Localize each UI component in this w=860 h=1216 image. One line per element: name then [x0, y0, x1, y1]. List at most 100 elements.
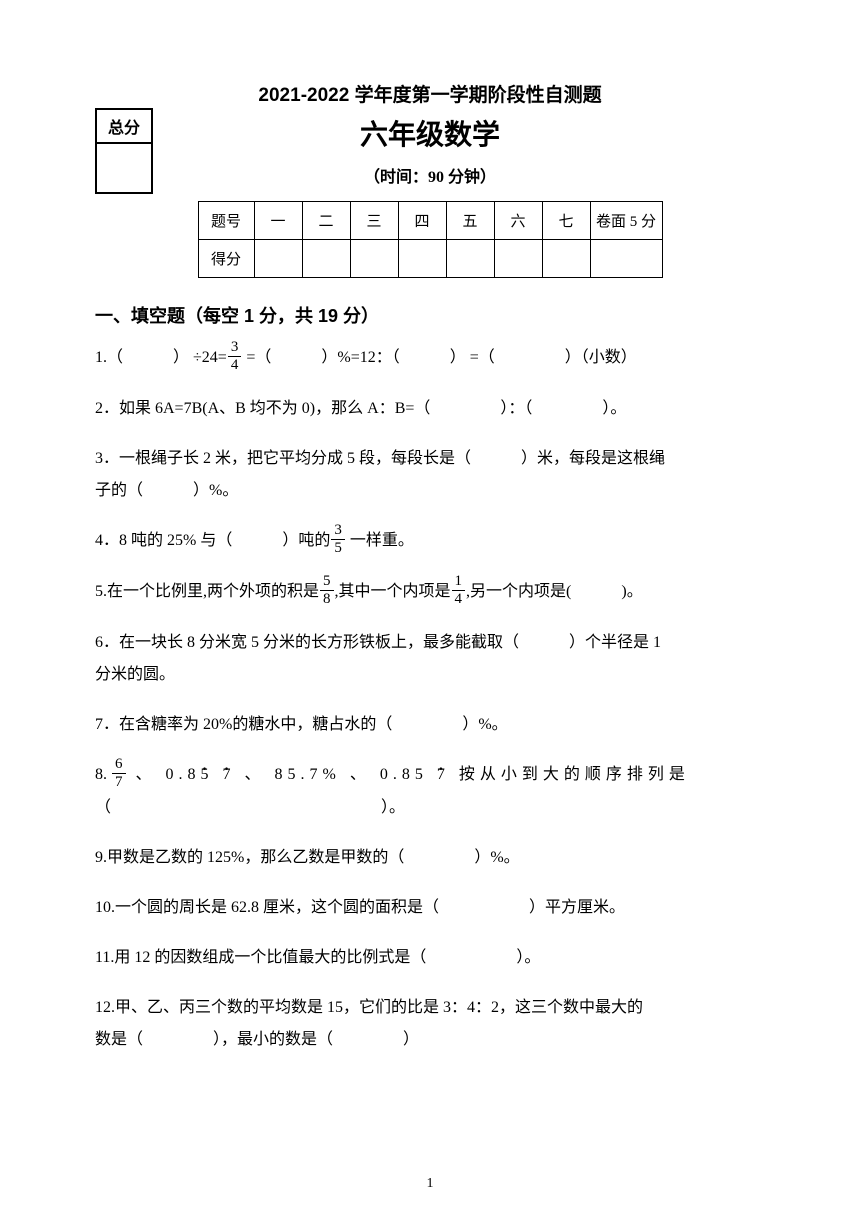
q1-text: ） ÷24= [173, 349, 227, 366]
q4-text: 一样重。 [346, 532, 414, 549]
score-cell [302, 240, 350, 278]
question-7: 7．在含糖率为 20%的糖水中，糖占水的（ ）%。 [95, 709, 765, 741]
q8-text: 按从小到大的顺序排列是 [450, 766, 690, 783]
q10-text: 10.一个圆的周长是 62.8 厘米，这个圆的面积是（ [95, 899, 439, 916]
q3-text: 子的（ [95, 482, 143, 499]
col-header: 五 [446, 202, 494, 240]
numerator: 3 [331, 523, 345, 540]
question-11: 11.用 12 的因数组成一个比值最大的比例式是（ ）。 [95, 942, 765, 974]
q5-text: 5.在一个比例里,两个外项的积是 [95, 583, 319, 600]
score-cell [398, 240, 446, 278]
q1-text: ） =（ [450, 349, 495, 366]
fraction: 14 [452, 574, 466, 607]
q7-text: ）%。 [462, 716, 507, 733]
fraction: 35 [331, 523, 345, 556]
q3-text: 3．一根绳子长 2 米，把它平均分成 5 段，每段长是（ [95, 450, 471, 467]
q8-text: 、 85.7% 、 0.85 [236, 766, 428, 783]
denominator: 5 [331, 540, 345, 556]
score-cell [254, 240, 302, 278]
q1-text: 1.（ [95, 349, 123, 366]
q9-text: ）%。 [474, 849, 519, 866]
title-year: 2021-2022 学年度第一学期阶段性自测题 [95, 80, 765, 107]
question-3: 3．一根绳子长 2 米，把它平均分成 5 段，每段长是（ ）米，每段是这根绳子的（… [95, 443, 765, 507]
question-8: 8. 67 、 0.85 7 、 85.7% 、 0.85 7 按从小到大的顺序… [95, 759, 765, 824]
q12-text: 12.甲、乙、丙三个数的平均数是 15，它们的比是 3：4：2，这三个数中最大的 [95, 999, 643, 1016]
q6-text: 分米的圆。 [95, 666, 175, 683]
question-4: 4．8 吨的 25% 与（ ）吨的35 一样重。 [95, 525, 765, 558]
q3-text: ）米，每段是这根绳 [521, 450, 665, 467]
score-cell [590, 240, 662, 278]
row-header: 得分 [198, 240, 254, 278]
q5-text: ,另一个内项是( [466, 583, 571, 600]
page-header: 2021-2022 学年度第一学期阶段性自测题 六年级数学 （时间：90 分钟） [95, 80, 765, 187]
score-cell [446, 240, 494, 278]
numerator: 3 [228, 340, 242, 357]
q1-text: ）（小数） [565, 349, 637, 366]
q7-text: 7．在含糖率为 20%的糖水中，糖占水的（ [95, 716, 392, 733]
fraction: 34 [228, 340, 242, 373]
q12-text: ），最小的数是（ [213, 1031, 333, 1048]
fraction: 58 [320, 574, 334, 607]
total-score-box: 总分 [95, 108, 153, 194]
q1-text: ）%=12：（ [321, 349, 399, 366]
score-cell [350, 240, 398, 278]
col-header: 六 [494, 202, 542, 240]
numerator: 5 [320, 574, 334, 591]
q8-text: 、 0.8 [127, 766, 201, 783]
col-header: 卷面 5 分 [590, 202, 662, 240]
total-score-empty [97, 144, 151, 192]
q5-text: ,其中一个内项是 [335, 583, 451, 600]
page-number: 1 [0, 1176, 860, 1192]
total-score-label: 总分 [97, 110, 151, 144]
col-header: 二 [302, 202, 350, 240]
denominator: 4 [228, 357, 242, 373]
q12-text: ） [403, 1031, 419, 1048]
q1-text: =（ [242, 349, 271, 366]
q3-text: ）%。 [193, 482, 238, 499]
q2-text: ）。 [602, 400, 626, 417]
q5-text: )。 [621, 583, 642, 600]
repeating-digit: 7 [437, 766, 450, 783]
denominator: 7 [112, 774, 126, 790]
denominator: 4 [452, 591, 466, 607]
q10-text: ）平方厘米。 [529, 899, 625, 916]
question-2: 2．如果 6A=7B(A、B 均不为 0)，那么 A：B=（ ）：（ ）。 [95, 393, 765, 425]
col-header: 四 [398, 202, 446, 240]
repeating-digit: 7 [223, 766, 236, 783]
repeating-digit: 5 [201, 766, 214, 783]
section-1-title: 一、填空题（每空 1 分，共 19 分） [95, 302, 765, 328]
denominator: 8 [320, 591, 334, 607]
col-header: 题号 [198, 202, 254, 240]
question-1: 1.（ ） ÷24=34 =（ ）%=12：（ ） =（ ）（小数） [95, 342, 765, 375]
numerator: 6 [112, 757, 126, 774]
score-cell [542, 240, 590, 278]
score-cell [494, 240, 542, 278]
q11-text: ）。 [516, 949, 540, 966]
q8-text: ）。 [381, 799, 405, 816]
question-5: 5.在一个比例里,两个外项的积是58,其中一个内项是14,另一个内项是( )。 [95, 576, 765, 609]
q2-text: ）：（ [500, 400, 532, 417]
q4-text: 4．8 吨的 25% 与（ [95, 532, 232, 549]
q6-text: 6．在一块长 8 分米宽 5 分米的长方形铁板上，最多能截取（ [95, 634, 519, 651]
q6-text: ）个半径是 1 [569, 634, 661, 651]
question-10: 10.一个圆的周长是 62.8 厘米，这个圆的面积是（ ）平方厘米。 [95, 892, 765, 924]
question-12: 12.甲、乙、丙三个数的平均数是 15，它们的比是 3：4：2，这三个数中最大的… [95, 992, 765, 1056]
table-row: 题号 一 二 三 四 五 六 七 卷面 5 分 [198, 202, 662, 240]
q11-text: 11.用 12 的因数组成一个比值最大的比例式是（ [95, 949, 426, 966]
table-row: 得分 [198, 240, 662, 278]
q2-text: 2．如果 6A=7B(A、B 均不为 0)，那么 A：B=（ [95, 400, 430, 417]
fraction: 67 [112, 757, 126, 790]
q8-text: （ [95, 799, 111, 816]
q4-text: ）吨的 [282, 532, 330, 549]
title-duration: （时间：90 分钟） [95, 163, 765, 187]
q12-text: 数是（ [95, 1031, 143, 1048]
col-header: 七 [542, 202, 590, 240]
question-6: 6．在一块长 8 分米宽 5 分米的长方形铁板上，最多能截取（ ）个半径是 1 分米… [95, 627, 765, 691]
col-header: 三 [350, 202, 398, 240]
question-9: 9.甲数是乙数的 125%，那么乙数是甲数的（ ）%。 [95, 842, 765, 874]
q8-text: 8. [95, 766, 111, 783]
score-table: 题号 一 二 三 四 五 六 七 卷面 5 分 得分 [198, 201, 663, 278]
title-subject: 六年级数学 [95, 113, 765, 153]
q9-text: 9.甲数是乙数的 125%，那么乙数是甲数的（ [95, 849, 404, 866]
col-header: 一 [254, 202, 302, 240]
